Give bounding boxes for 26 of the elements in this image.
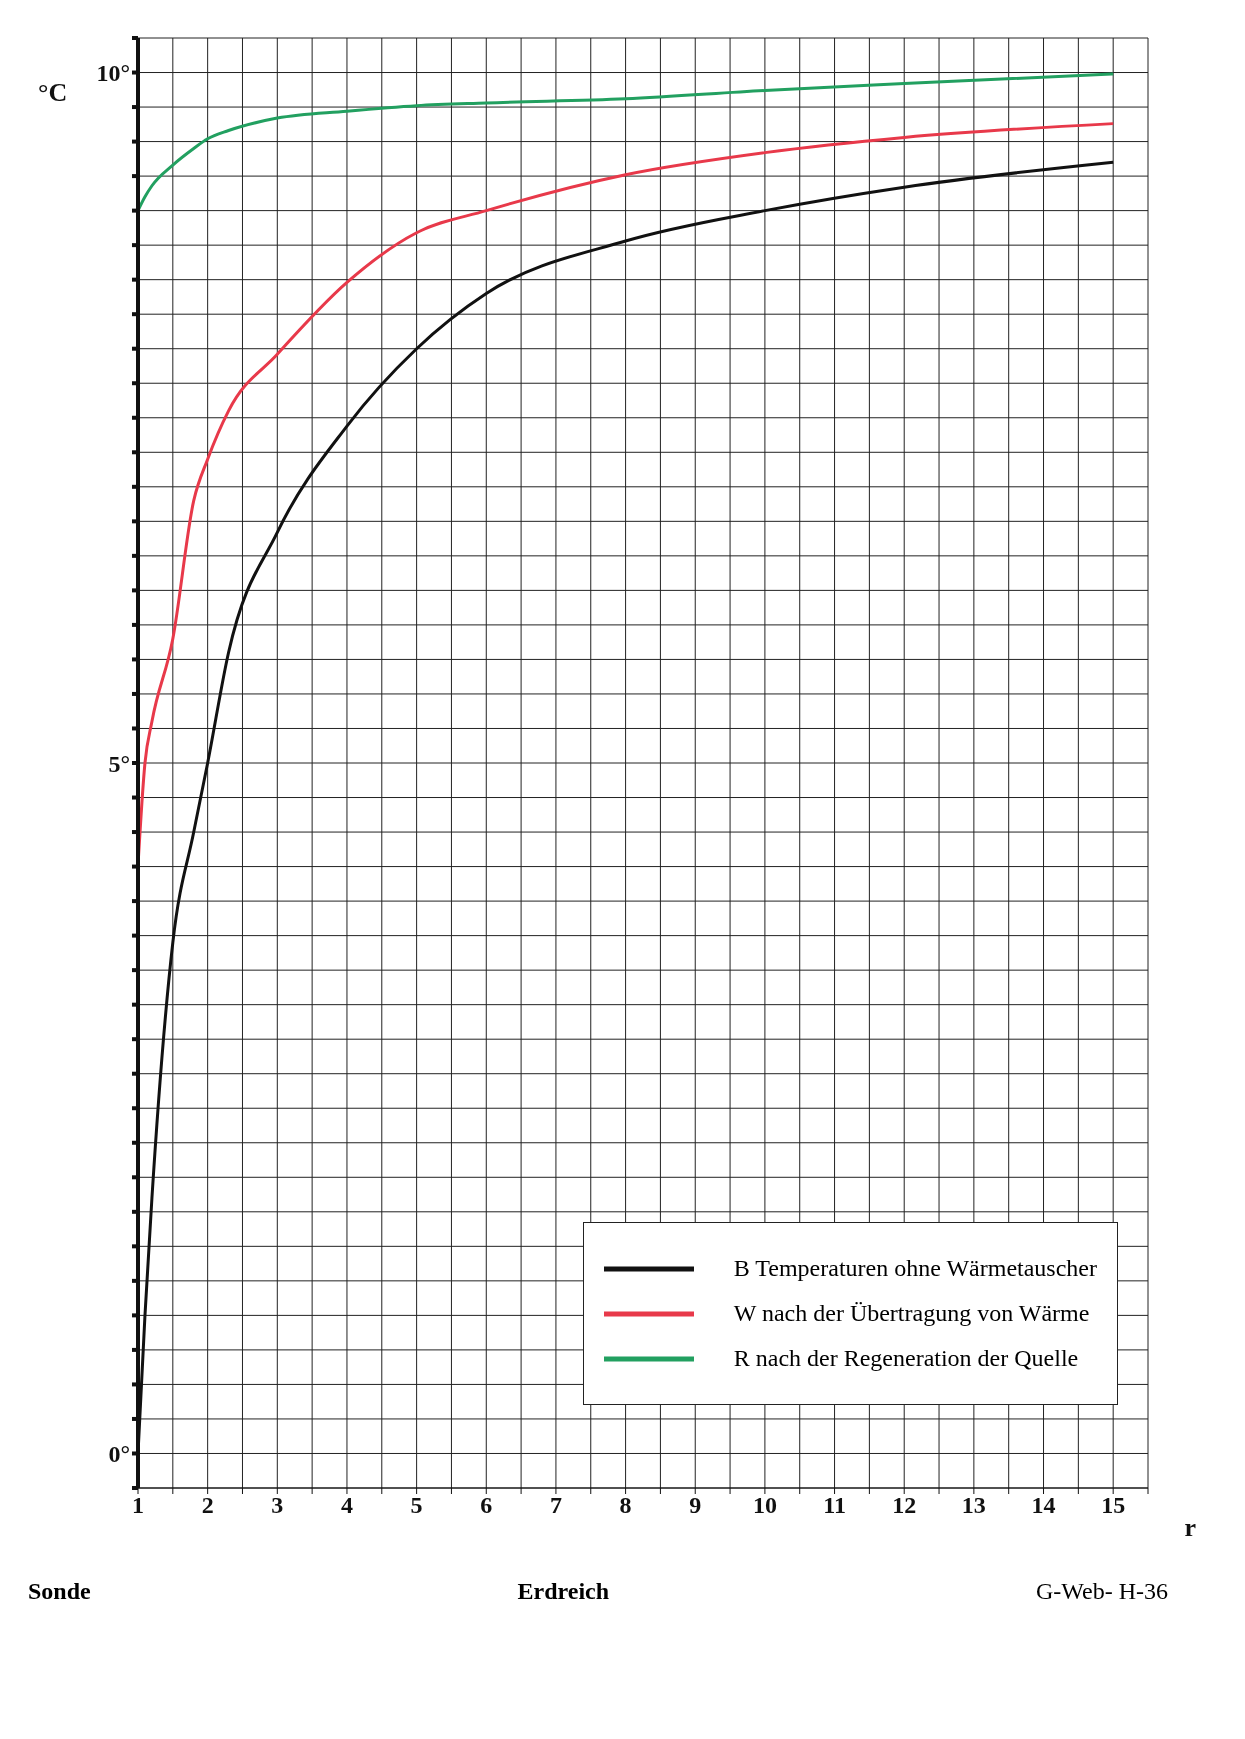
y-tick-label: 0° (108, 1441, 130, 1467)
text: Erdreich (517, 1578, 610, 1605)
x-tick-label: 6 (480, 1492, 493, 1519)
y-axis-title: °C (38, 78, 68, 108)
x-tick-label: 8 (619, 1492, 632, 1519)
x-axis-title: r (1184, 1513, 1196, 1542)
x-tick-label: 12 (892, 1492, 917, 1519)
x-tick-label: 11 (823, 1492, 846, 1519)
text: Sonde (28, 1578, 91, 1605)
legend-label: B Temperaturen ohne Wärmetauscher (733, 1255, 1097, 1282)
x-tick-label: 7 (549, 1492, 562, 1519)
x-tick-label: 14 (1031, 1492, 1056, 1519)
text: G-Web- H-36 (1035, 1578, 1168, 1605)
x-tick-label: 5 (410, 1492, 423, 1519)
x-tick-label: 10 (752, 1492, 777, 1519)
y-tick-label: 10° (96, 60, 130, 87)
x-tick-label: 4 (340, 1492, 353, 1519)
legend-label: W nach der Übertragung von Wärme (733, 1300, 1090, 1327)
x-tick-label: 15 (1101, 1492, 1126, 1519)
x-tick-label: 1 (132, 1492, 144, 1519)
x-tick-label: 9 (689, 1492, 702, 1519)
legend-label: R nach der Regeneration der Quelle (733, 1345, 1079, 1372)
x-tick-label: 13 (961, 1492, 986, 1519)
y-tick-label: 5° (108, 750, 130, 777)
x-tick-label: 3 (271, 1492, 284, 1519)
x-tick-label: 2 (201, 1492, 214, 1519)
